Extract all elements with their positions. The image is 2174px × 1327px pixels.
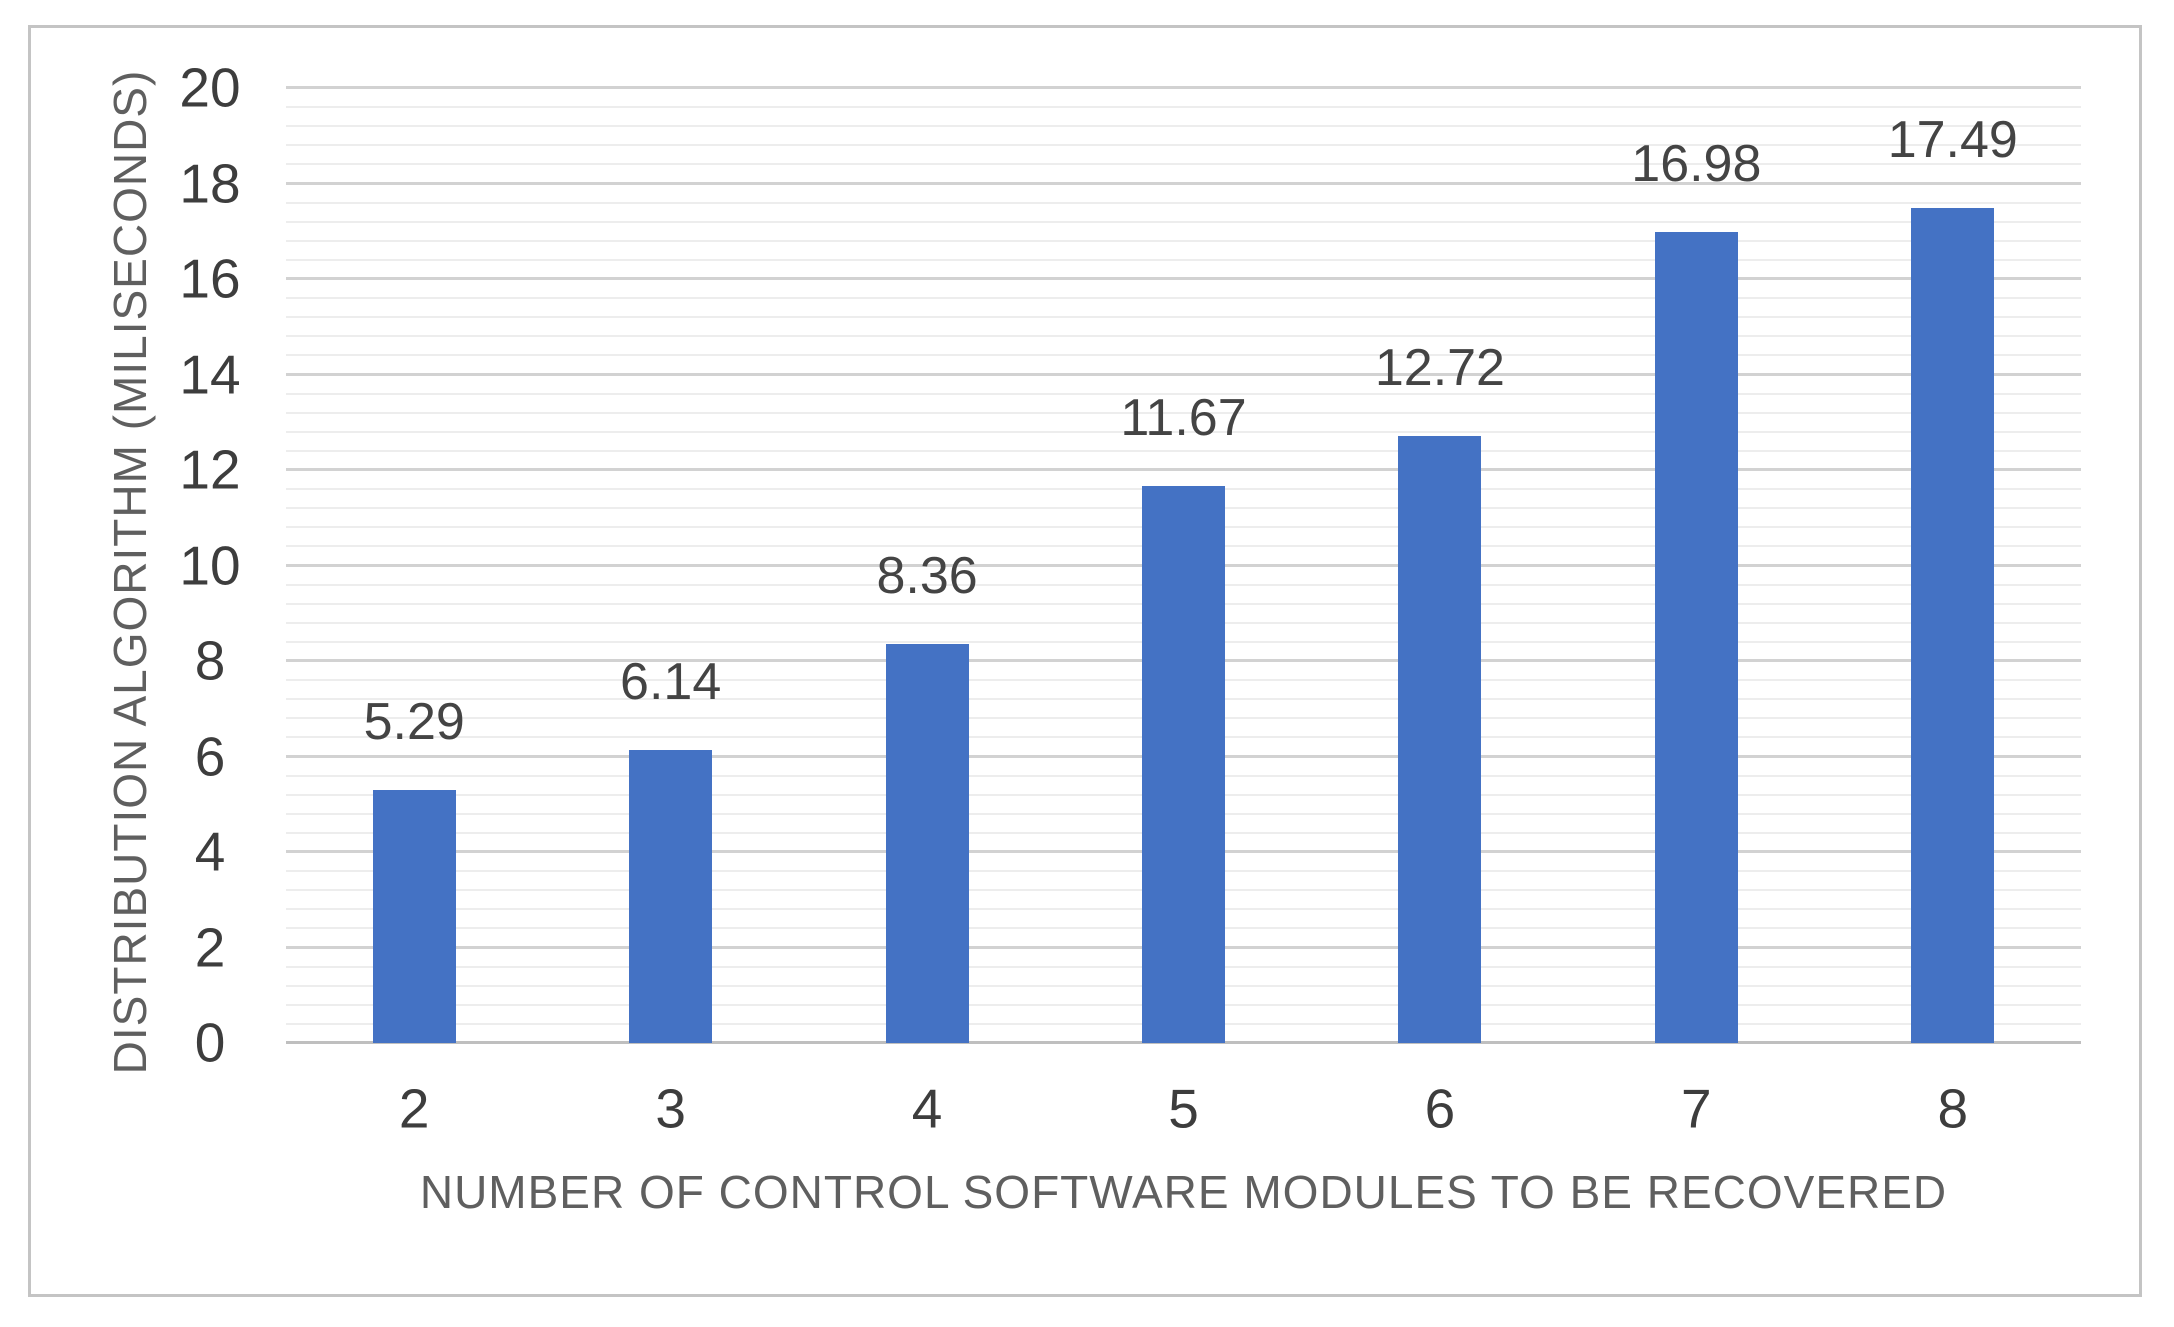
minor-gridline: [286, 335, 2081, 338]
plot-area: 5.29 6.14 8.36 11.67 12.72 16.98 17.49: [286, 86, 2081, 1044]
bar: [372, 790, 456, 1043]
bar-data-label: 17.49: [1887, 110, 2018, 169]
y-tick-label: 18: [179, 152, 241, 214]
major-gridline: [286, 86, 2081, 89]
minor-gridline: [286, 220, 2081, 223]
minor-gridline: [286, 144, 2081, 147]
minor-gridline: [286, 239, 2081, 242]
y-tick-label: 8: [194, 629, 226, 692]
minor-gridline: [286, 411, 2081, 414]
major-gridline: [286, 372, 2081, 376]
y-tick-label: 14: [179, 343, 241, 405]
major-gridline: [286, 468, 2081, 471]
minor-gridline: [286, 125, 2081, 128]
bar-data-label: 16.98: [1631, 135, 1762, 194]
bar: [629, 749, 713, 1043]
bar: [1142, 485, 1225, 1043]
major-gridline: [286, 181, 2081, 185]
y-tick-label: 6: [194, 725, 226, 787]
y-tick-label: 2: [194, 916, 226, 978]
bar: [1654, 232, 1738, 1043]
minor-gridline: [286, 163, 2081, 166]
bar-data-label: 8.36: [876, 546, 978, 605]
bar-data-label: 11.67: [1120, 388, 1247, 447]
minor-gridline: [286, 430, 2081, 433]
x-category-label: 2: [398, 1077, 430, 1140]
x-axis-title: NUMBER OF CONTROL SOFTWARE MODULES TO BE…: [419, 1166, 1948, 1218]
minor-gridline: [286, 201, 2081, 204]
x-category-label: 3: [655, 1077, 686, 1140]
y-tick-label: 4: [194, 820, 226, 883]
minor-gridline: [286, 392, 2081, 395]
minor-gridline: [286, 449, 2081, 452]
bar: [1398, 435, 1482, 1043]
bar-data-label: 6.14: [620, 652, 722, 711]
bar: [885, 643, 969, 1043]
bar-data-label: 5.29: [363, 693, 465, 752]
y-tick-label: 0: [194, 1011, 226, 1074]
bar: [1911, 207, 1995, 1043]
minor-gridline: [286, 316, 2081, 319]
major-gridline: [286, 277, 2081, 280]
y-tick-label: 20: [179, 56, 241, 119]
y-tick-label: 12: [179, 438, 241, 501]
minor-gridline: [286, 354, 2081, 357]
x-category-label: 6: [1424, 1077, 1456, 1140]
x-category-label: 5: [1168, 1077, 1199, 1140]
minor-gridline: [286, 106, 2081, 109]
bar-data-label: 12.72: [1374, 338, 1505, 397]
minor-gridline: [286, 258, 2081, 261]
minor-gridline: [286, 297, 2081, 300]
x-category-label: 4: [911, 1077, 943, 1140]
x-category-label: 7: [1681, 1077, 1712, 1140]
y-tick-label: 10: [179, 534, 241, 596]
y-tick-label: 16: [179, 247, 241, 310]
x-category-label: 8: [1937, 1077, 1969, 1140]
